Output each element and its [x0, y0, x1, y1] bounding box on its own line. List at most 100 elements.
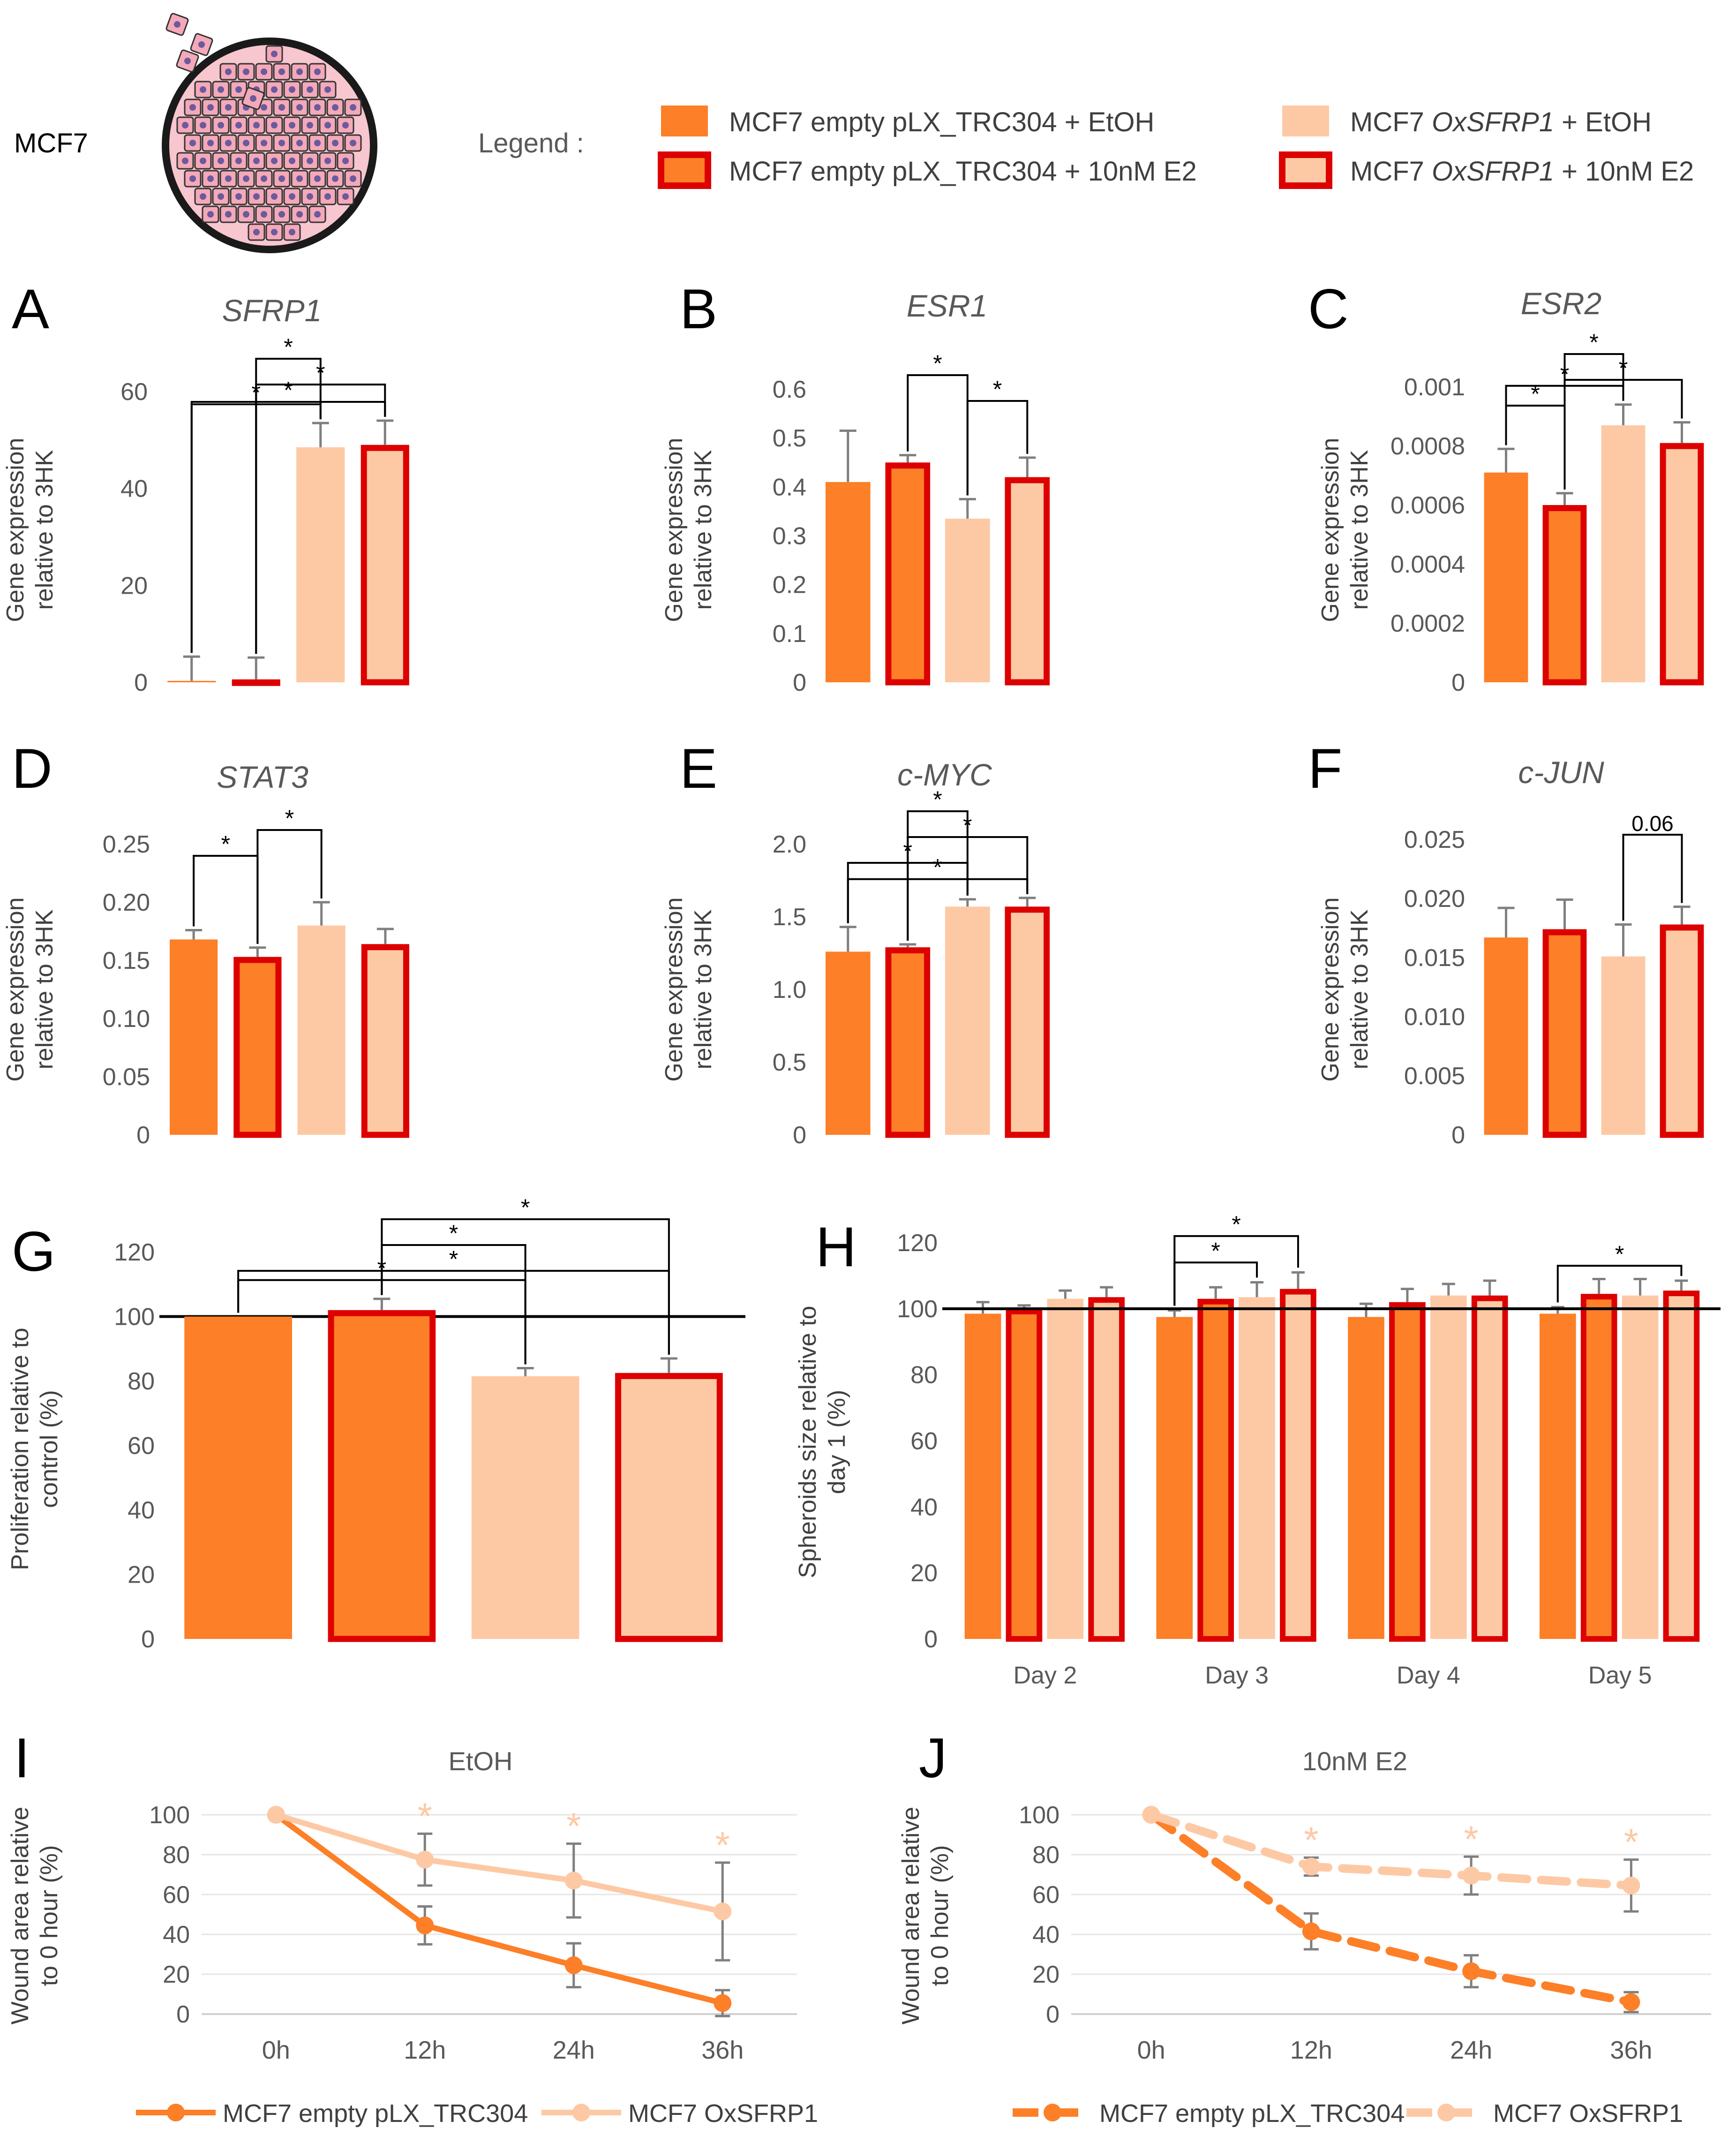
y-tick-label: 0.15	[103, 947, 150, 974]
bar	[615, 1373, 723, 1642]
chart-title: SFRP1	[222, 293, 322, 328]
y-axis-label: Wound area relativeto 0 hour (%)	[897, 1807, 954, 2024]
cell-nucleus	[184, 58, 191, 64]
cell-nucleus	[261, 175, 267, 182]
bar	[296, 447, 345, 682]
bar	[885, 947, 931, 1138]
cell-nucleus	[314, 175, 321, 182]
data-point	[1302, 1922, 1320, 1940]
data-point	[267, 1806, 285, 1824]
cell-nucleus	[271, 86, 278, 93]
bar	[297, 925, 346, 1135]
bar	[1660, 924, 1704, 1138]
cell-nucleus	[235, 158, 242, 164]
bar	[1047, 1298, 1084, 1639]
cell-nucleus	[350, 175, 356, 182]
y-tick-label: 20	[910, 1560, 938, 1587]
legend-swatch	[661, 106, 708, 136]
significance-label: *	[1615, 1241, 1624, 1267]
cell-nucleus	[289, 122, 295, 128]
y-tick-label: 40	[128, 1497, 155, 1524]
significance-label: *	[963, 812, 972, 838]
significance-mark: *	[715, 1824, 730, 1866]
cell-nucleus	[235, 86, 242, 93]
y-tick-label: 0.10	[103, 1005, 150, 1033]
legend: MCF7 empty pLX_TRC304 + EtOH MCF7 empty p…	[658, 106, 1694, 189]
significance-label: *	[933, 786, 942, 813]
significance-bracket	[237, 1270, 670, 1355]
y-axis-label: Spheroids size relative today 1 (%)	[794, 1306, 850, 1578]
x-tick-label: Day 3	[1205, 1662, 1269, 1689]
cell-nucleus	[189, 104, 196, 111]
bar	[184, 1316, 292, 1639]
significance-bracket	[255, 384, 386, 654]
y-tick-label: 60	[163, 1881, 190, 1909]
legend-swatch	[1282, 106, 1329, 136]
y-tick-label: 0.020	[1404, 885, 1465, 913]
legend-item-label: MCF7 empty pLX_TRC304	[223, 2099, 528, 2128]
significance-label: *	[284, 377, 293, 403]
y-tick-label: 60	[120, 378, 148, 406]
data-point	[1462, 1866, 1480, 1885]
legend-item-label: MCF7 empty pLX_TRC304 + EtOH	[729, 107, 1154, 137]
y-axis-label: Gene expressionrelative to 3HK	[661, 897, 717, 1081]
y-tick-label: 0.001	[1404, 374, 1465, 401]
bar	[825, 951, 871, 1135]
data-point	[1142, 1806, 1160, 1824]
y-tick-label: 0	[134, 669, 148, 696]
legend-marker	[572, 2104, 590, 2121]
y-tick-label: 120	[897, 1230, 938, 1257]
data-point	[1462, 1962, 1480, 1980]
y-tick-label: 0	[1451, 1122, 1465, 1149]
significance-label: *	[521, 1194, 530, 1221]
bar	[1156, 1317, 1193, 1639]
bar	[1088, 1297, 1125, 1642]
significance-label: *	[933, 854, 942, 881]
significance-bracket	[847, 878, 1029, 923]
significance-label: *	[221, 831, 230, 857]
chart-title: STAT3	[217, 760, 308, 794]
figure-header: MCF7 Legend : MCF7 empty pLX_TRC304 + Et…	[14, 13, 1694, 253]
legend-item-label: MCF7 empty pLX_TRC304 + 10nM E2	[729, 156, 1197, 187]
y-tick-label: 40	[163, 1921, 190, 1948]
cell-nucleus	[182, 158, 188, 164]
y-tick-label: 0.0006	[1390, 492, 1465, 519]
y-tick-label: 100	[897, 1296, 938, 1323]
cell-nucleus	[261, 68, 267, 75]
cell-nucleus	[289, 86, 295, 93]
y-axis-label: Gene expressionrelative to 3HK	[661, 438, 717, 622]
legend-swatch	[658, 151, 711, 189]
legend-item: MCF7 OxSFRP1 + EtOH	[1282, 106, 1652, 137]
significance-bracket	[1622, 834, 1683, 921]
significance-label: *	[285, 805, 294, 831]
panel-letter: B	[680, 278, 717, 340]
bar	[1005, 477, 1050, 686]
y-tick-label: 0.25	[103, 831, 150, 858]
bar	[471, 1376, 579, 1639]
significance-label: *	[933, 350, 942, 377]
significance-label: *	[449, 1246, 458, 1272]
bar	[1239, 1297, 1275, 1639]
bar	[945, 519, 990, 682]
y-tick-label: 0.0004	[1390, 551, 1465, 578]
cell-nucleus	[314, 211, 321, 218]
y-axis-label: Gene expressionrelative to 3HK	[1317, 897, 1373, 1081]
cell-nucleus	[218, 86, 224, 93]
cell-nucleus	[218, 122, 224, 128]
cell-nucleus	[289, 229, 295, 235]
cell-nucleus	[253, 193, 260, 200]
cell-nucleus	[314, 104, 321, 111]
y-tick-label: 100	[1019, 1802, 1060, 1829]
panel-i: 0 20 40 60 80 100 I Wound area relativeto 0 hou…	[7, 1727, 818, 2128]
cell-nucleus	[332, 104, 338, 111]
bar	[1539, 1313, 1576, 1639]
panel-d: 0 0.05 0.10 0.15 0.20 0.25 D Gene expressionrel…	[2, 737, 409, 1149]
data-point	[416, 1916, 434, 1934]
y-tick-label: 0.6	[773, 376, 806, 403]
bar	[1389, 1302, 1426, 1642]
cell-nucleus	[243, 175, 249, 182]
x-tick-label: 36h	[1610, 2036, 1652, 2064]
significance-label: 0.06	[1631, 811, 1674, 836]
y-tick-label: 80	[163, 1842, 190, 1869]
significance-mark: *	[418, 1795, 432, 1837]
